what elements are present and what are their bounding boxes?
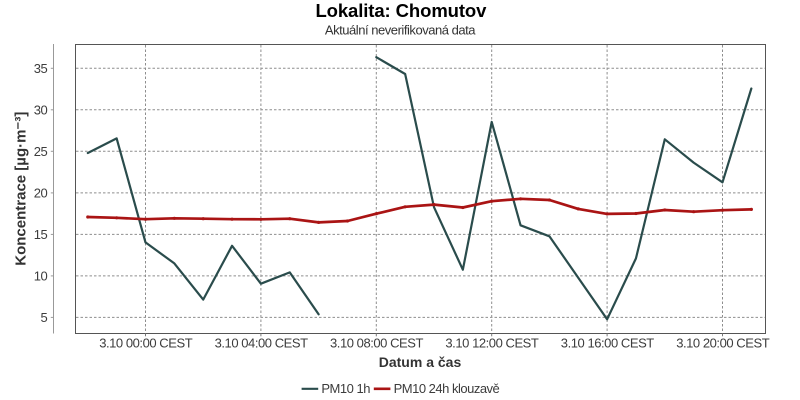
svg-text:Aktuální neverifikovaná data: Aktuální neverifikovaná data [325, 22, 476, 37]
svg-text:3.10 20:00 CEST: 3.10 20:00 CEST [676, 335, 769, 350]
svg-text:Datum a čas: Datum a čas [379, 354, 462, 370]
svg-text:3.10 00:00 CEST: 3.10 00:00 CEST [99, 335, 192, 350]
svg-text:3.10 16:00 CEST: 3.10 16:00 CEST [561, 335, 654, 350]
svg-text:5: 5 [41, 310, 48, 325]
svg-text:3.10 12:00 CEST: 3.10 12:00 CEST [445, 335, 538, 350]
svg-text:25: 25 [34, 144, 48, 159]
svg-text:Koncentrace [µg·m⁻³]: Koncentrace [µg·m⁻³] [13, 112, 30, 266]
svg-text:35: 35 [34, 61, 48, 76]
svg-text:10: 10 [34, 269, 48, 284]
svg-text:PM10 1h: PM10 1h [321, 381, 370, 396]
svg-text:20: 20 [34, 186, 48, 201]
svg-text:3.10 08:00 CEST: 3.10 08:00 CEST [330, 335, 423, 350]
svg-text:PM10 24h klouzavě: PM10 24h klouzavě [394, 381, 500, 396]
svg-text:15: 15 [34, 227, 48, 242]
svg-text:3.10 04:00 CEST: 3.10 04:00 CEST [215, 335, 308, 350]
svg-text:30: 30 [34, 103, 48, 118]
svg-text:Lokalita: Chomutov: Lokalita: Chomutov [315, 0, 487, 21]
